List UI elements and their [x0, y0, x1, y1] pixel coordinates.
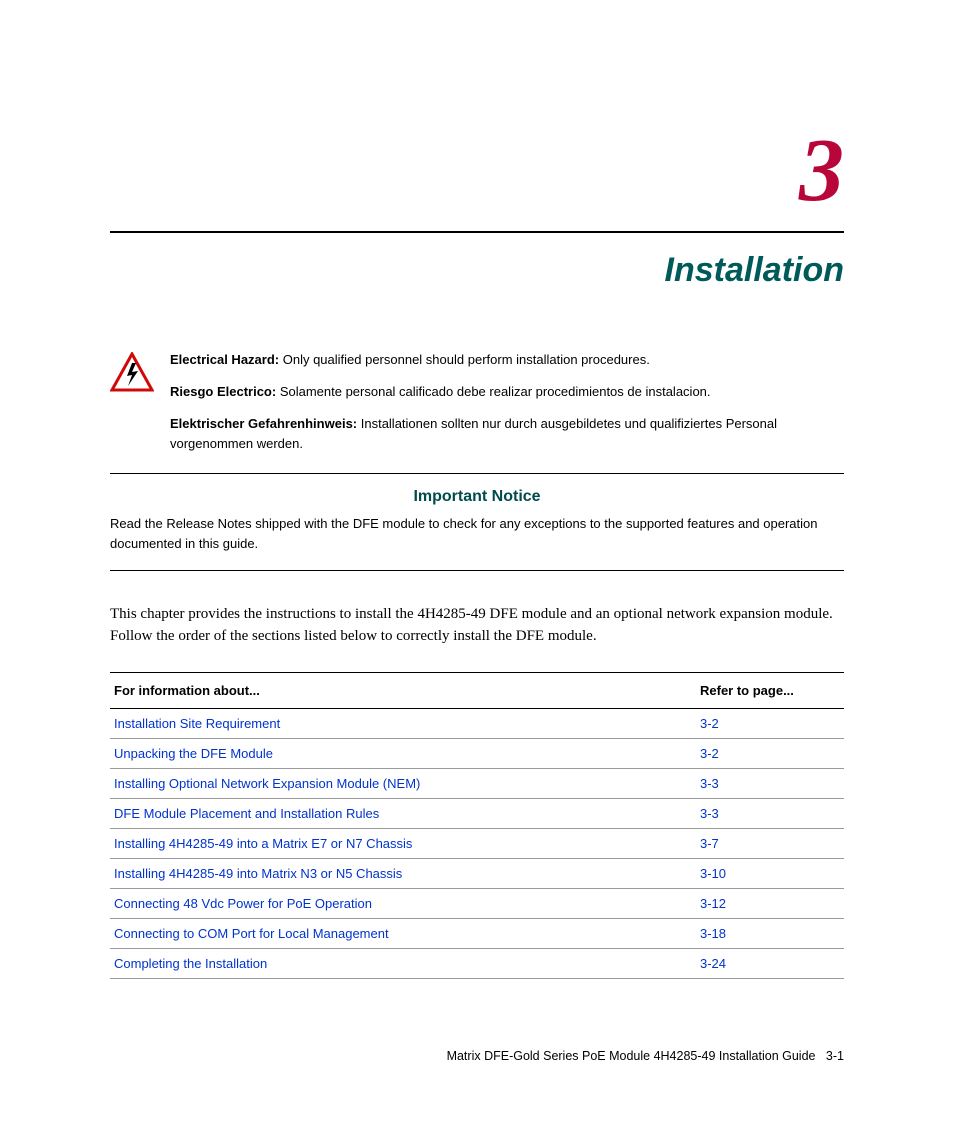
toc-row: Unpacking the DFE Module3-2 — [110, 738, 844, 768]
toc-link[interactable]: Connecting to COM Port for Local Managem… — [110, 918, 696, 948]
toc-row: Installation Site Requirement3-2 — [110, 708, 844, 738]
hazard-de: Elektrischer Gefahrenhinweis: Installati… — [170, 414, 844, 454]
toc-page-ref[interactable]: 3-3 — [696, 798, 844, 828]
toc-row: DFE Module Placement and Installation Ru… — [110, 798, 844, 828]
hazard-es-text: Solamente personal calificado debe reali… — [276, 384, 710, 399]
toc-page-ref[interactable]: 3-2 — [696, 738, 844, 768]
hazard-block: Electrical Hazard: Only qualified person… — [110, 350, 844, 467]
hazard-text: Electrical Hazard: Only qualified person… — [170, 350, 844, 467]
page-footer: Matrix DFE-Gold Series PoE Module 4H4285… — [110, 1049, 844, 1063]
document-page: 3 Installation Electrical Hazard: Only q… — [0, 0, 954, 1113]
toc-row: Connecting to COM Port for Local Managem… — [110, 918, 844, 948]
toc-link[interactable]: Completing the Installation — [110, 948, 696, 978]
notice-divider-top — [110, 473, 844, 474]
toc-link[interactable]: Installing 4H4285-49 into a Matrix E7 or… — [110, 828, 696, 858]
toc-row: Connecting 48 Vdc Power for PoE Operatio… — [110, 888, 844, 918]
chapter-title: Installation — [110, 251, 844, 290]
toc-head-page: Refer to page... — [696, 672, 844, 708]
hazard-es-label: Riesgo Electrico: — [170, 384, 276, 399]
notice-title: Important Notice — [110, 488, 844, 506]
toc-head-info: For information about... — [110, 672, 696, 708]
toc-link[interactable]: Installing 4H4285-49 into Matrix N3 or N… — [110, 858, 696, 888]
chapter-number: 3 — [110, 130, 844, 211]
hazard-de-label: Elektrischer Gefahrenhinweis: — [170, 416, 357, 431]
notice-divider-bottom — [110, 570, 844, 571]
toc-link[interactable]: Unpacking the DFE Module — [110, 738, 696, 768]
footer-page: 3-1 — [826, 1049, 844, 1063]
toc-page-ref[interactable]: 3-2 — [696, 708, 844, 738]
toc-header-row: For information about... Refer to page..… — [110, 672, 844, 708]
toc-link[interactable]: Connecting 48 Vdc Power for PoE Operatio… — [110, 888, 696, 918]
toc-row: Completing the Installation3-24 — [110, 948, 844, 978]
toc-page-ref[interactable]: 3-10 — [696, 858, 844, 888]
toc-page-ref[interactable]: 3-24 — [696, 948, 844, 978]
hazard-en-text: Only qualified personnel should perform … — [279, 352, 650, 367]
chapter-intro: This chapter provides the instructions t… — [110, 603, 844, 648]
toc-link[interactable]: Installing Optional Network Expansion Mo… — [110, 768, 696, 798]
toc-row: Installing 4H4285-49 into Matrix N3 or N… — [110, 858, 844, 888]
toc-link[interactable]: Installation Site Requirement — [110, 708, 696, 738]
notice-body: Read the Release Notes shipped with the … — [110, 514, 844, 554]
electrical-hazard-icon — [110, 350, 170, 397]
toc-page-ref[interactable]: 3-12 — [696, 888, 844, 918]
hazard-en: Electrical Hazard: Only qualified person… — [170, 350, 844, 370]
footer-text: Matrix DFE-Gold Series PoE Module 4H4285… — [447, 1049, 816, 1063]
toc-row: Installing Optional Network Expansion Mo… — [110, 768, 844, 798]
toc-page-ref[interactable]: 3-7 — [696, 828, 844, 858]
hazard-en-label: Electrical Hazard: — [170, 352, 279, 367]
toc-link[interactable]: DFE Module Placement and Installation Ru… — [110, 798, 696, 828]
toc-table: For information about... Refer to page..… — [110, 672, 844, 979]
hazard-es: Riesgo Electrico: Solamente personal cal… — [170, 382, 844, 402]
toc-row: Installing 4H4285-49 into a Matrix E7 or… — [110, 828, 844, 858]
toc-page-ref[interactable]: 3-3 — [696, 768, 844, 798]
divider-top — [110, 231, 844, 233]
toc-page-ref[interactable]: 3-18 — [696, 918, 844, 948]
